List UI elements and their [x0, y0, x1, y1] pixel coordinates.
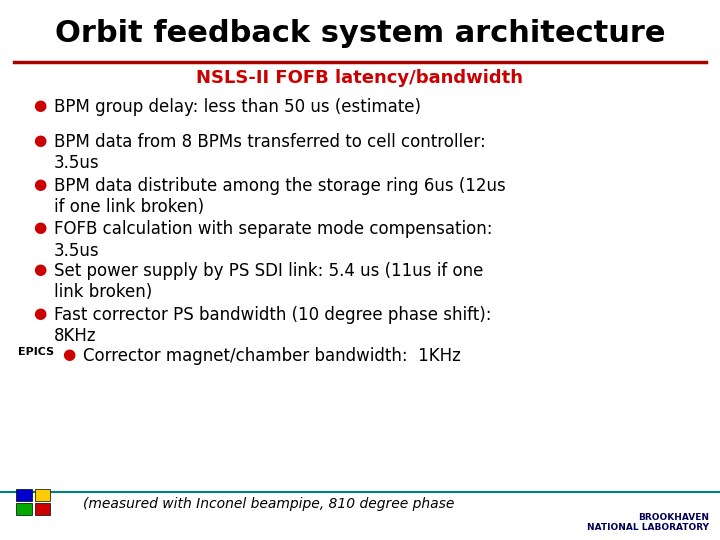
- FancyBboxPatch shape: [16, 503, 32, 515]
- Text: ●: ●: [33, 98, 46, 113]
- Text: BPM group delay: less than 50 us (estimate): BPM group delay: less than 50 us (estima…: [54, 98, 421, 116]
- Text: ●: ●: [62, 347, 75, 362]
- FancyBboxPatch shape: [35, 489, 50, 501]
- Text: FOFB calculation with separate mode compensation:
3.5us: FOFB calculation with separate mode comp…: [54, 220, 492, 260]
- Text: EPICS: EPICS: [18, 347, 54, 357]
- Text: BPM data distribute among the storage ring 6us (12us
if one link broken): BPM data distribute among the storage ri…: [54, 177, 505, 216]
- Text: Corrector magnet/chamber bandwidth:  1KHz: Corrector magnet/chamber bandwidth: 1KHz: [83, 347, 461, 364]
- FancyBboxPatch shape: [16, 489, 32, 501]
- Text: Set power supply by PS SDI link: 5.4 us (11us if one
link broken): Set power supply by PS SDI link: 5.4 us …: [54, 262, 483, 301]
- Text: BROOKHAVEN
NATIONAL LABORATORY: BROOKHAVEN NATIONAL LABORATORY: [588, 513, 709, 532]
- Text: Orbit feedback system architecture: Orbit feedback system architecture: [55, 19, 665, 48]
- Text: ●: ●: [33, 177, 46, 192]
- Text: BPM data from 8 BPMs transferred to cell controller:
3.5us: BPM data from 8 BPMs transferred to cell…: [54, 133, 486, 172]
- Text: ●: ●: [33, 306, 46, 321]
- Text: ●: ●: [33, 262, 46, 277]
- Text: (measured with Inconel beampipe, 810 degree phase: (measured with Inconel beampipe, 810 deg…: [83, 497, 454, 511]
- Text: ●: ●: [33, 133, 46, 148]
- Text: ●: ●: [33, 220, 46, 235]
- Text: Fast corrector PS bandwidth (10 degree phase shift):
8KHz: Fast corrector PS bandwidth (10 degree p…: [54, 306, 492, 345]
- FancyBboxPatch shape: [35, 503, 50, 515]
- Text: NSLS-II FOFB latency/bandwidth: NSLS-II FOFB latency/bandwidth: [197, 69, 523, 87]
